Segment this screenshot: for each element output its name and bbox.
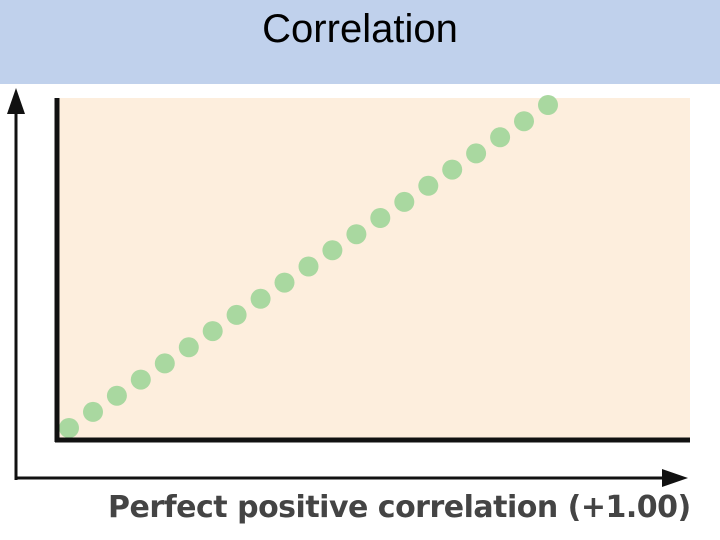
x-arrow-head-icon <box>662 469 688 487</box>
data-point <box>130 369 151 390</box>
title-bar: Correlation <box>0 0 720 84</box>
data-point <box>490 127 511 148</box>
data-point <box>322 240 343 261</box>
data-point <box>418 175 439 196</box>
data-point <box>83 401 103 422</box>
y-arrow-head-icon <box>7 88 25 114</box>
data-point <box>346 224 367 245</box>
data-point <box>226 304 247 325</box>
data-point <box>59 418 79 438</box>
data-point <box>298 256 319 277</box>
data-point <box>538 95 558 115</box>
data-point <box>466 143 487 164</box>
data-point <box>154 353 175 374</box>
data-point <box>250 288 271 309</box>
data-points <box>59 95 558 438</box>
data-point <box>514 111 534 132</box>
x-axis-label: Perfect positive correlation (+1.00) <box>108 490 691 525</box>
plot-background <box>57 98 690 440</box>
data-point <box>274 272 295 293</box>
data-point <box>178 337 199 358</box>
data-point <box>106 385 127 406</box>
data-point <box>394 191 415 212</box>
data-point <box>370 208 391 228</box>
data-point <box>442 159 463 180</box>
slide-title: Correlation <box>262 7 458 51</box>
data-point <box>202 321 223 342</box>
